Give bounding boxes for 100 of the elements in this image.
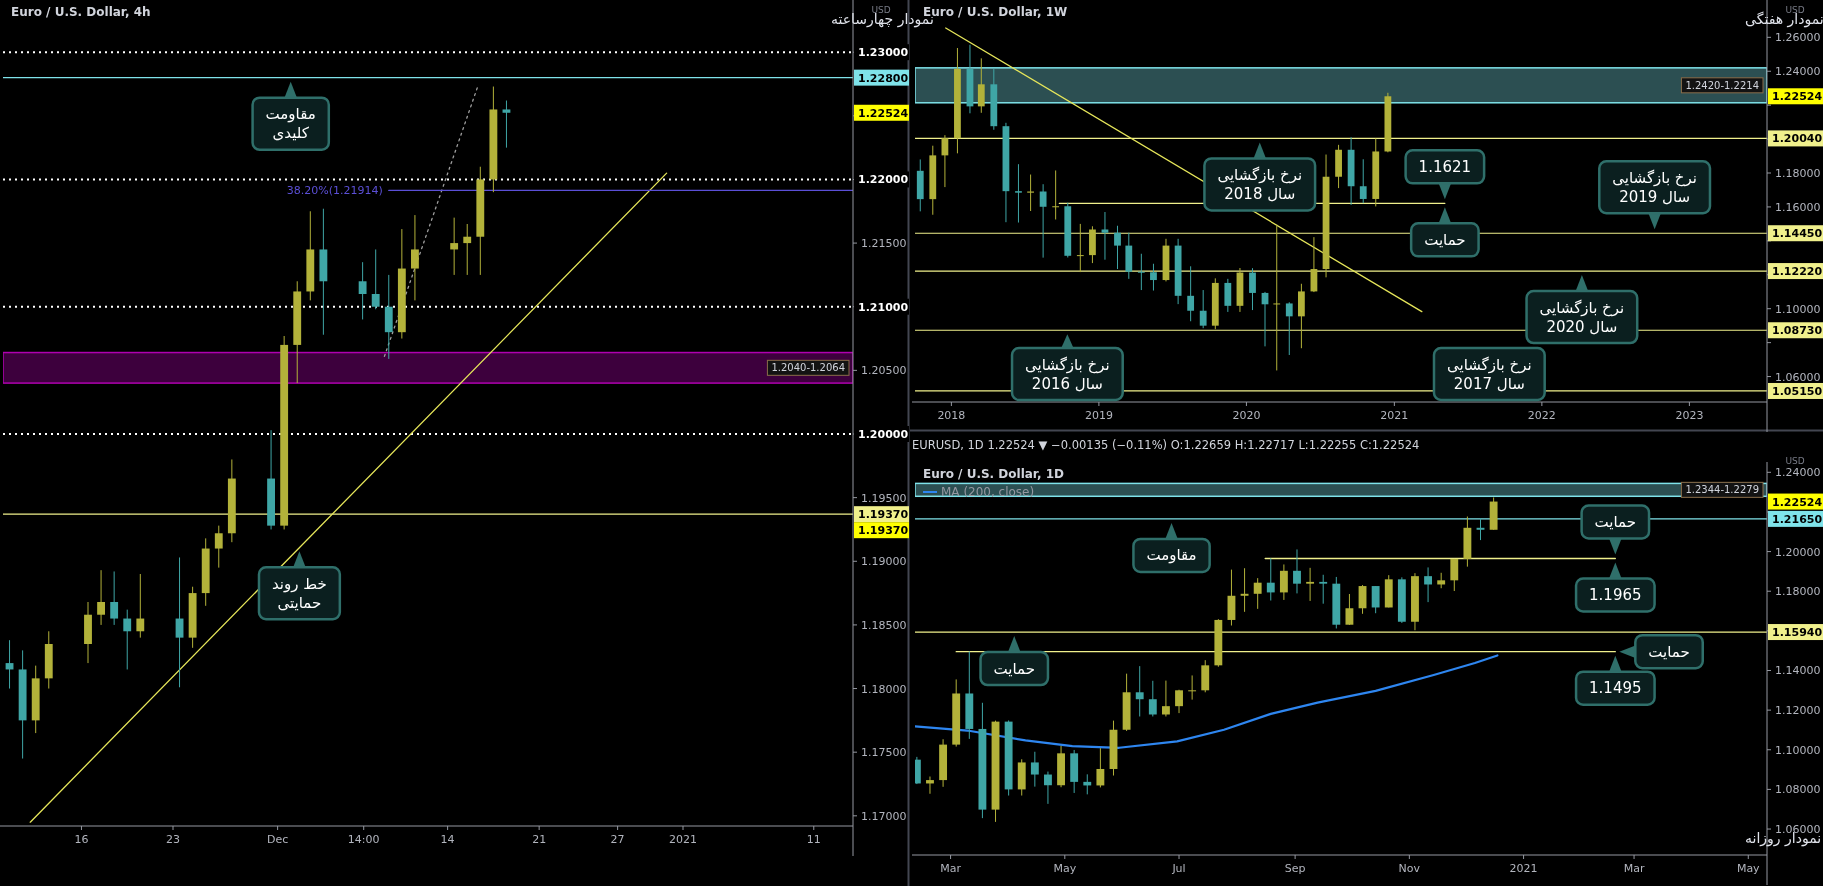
y-tick-label: 1.18000 [861,682,907,696]
x-tick-label: 2022 [1527,409,1556,422]
text: EURUSD, 1D 1.22524 ▼ −0.00135 (−0.11%) O:1.22659 H:1.22717 L:1.22255 C:1.22524 [912,438,1420,452]
annotation: 1.1495 [1589,679,1642,698]
x-tick-label: 2021 [669,833,697,846]
candlestick [502,100,511,149]
candlestick [1150,263,1157,292]
candlestick [463,223,472,276]
x-tick-label: Sep [1284,862,1306,875]
annotation: نرخ بازگشایی سال 2020 [1539,298,1625,336]
candlestick [1253,577,1262,610]
annotation: نرخ بازگشایی سال 2017 [1447,355,1532,393]
callout: حمایت [979,636,1050,687]
y-tick-label: 1.08000 [1775,783,1821,797]
y-tick-label: 1.10000 [1775,743,1821,757]
y-tick-label: 1.06000 [1775,370,1821,384]
y-tick-label: 1.17000 [861,809,907,823]
annotation: خط روند حمایتی [272,574,327,612]
line-series [915,654,1499,749]
x-tick-label: 16 [74,833,89,846]
candlestick [1359,158,1367,204]
candlestick [1293,548,1301,594]
y-tick-label: 1.26000 [1775,31,1821,45]
callout: حمایت [1409,207,1480,258]
annotation: 1.1621 [1418,157,1472,176]
candlestick [1371,585,1380,614]
candlestick [1101,211,1109,261]
y-tick-label: 1.21500 [861,237,907,251]
candlestick [1273,224,1281,371]
price-tag: 1.22524 [1768,88,1823,105]
candlestick [371,248,380,310]
candlestick [1137,253,1145,291]
candlestick [1450,558,1459,592]
y-tick-label: 1.19000 [861,555,907,569]
candlestick [1249,267,1256,311]
price-tag: 1.22000 [854,171,909,188]
candlestick [1096,747,1105,788]
candlestick [1319,574,1328,605]
price-tag: 1.19370 [854,522,909,539]
x-tick-label: Jul [1171,862,1186,875]
price-tag: 1.20000 [854,426,909,442]
candlestick [1279,563,1288,601]
ref-line-label: 1.21000 [858,300,909,314]
price-tag: 1.20040 [1768,130,1823,147]
y-tick-label: 1.20000 [1775,545,1821,559]
callout: نرخ بازگشایی سال 2017 [1432,346,1546,402]
x-tick-label: Mar [1623,862,1645,875]
callout: حمایت [1619,633,1704,670]
candlestick [136,573,145,639]
candlestick [1306,567,1315,602]
x-tick-label: 14 [440,833,455,846]
annotation: نرخ بازگشایی سال 2018 [1217,165,1303,203]
callout: نرخ بازگشایی سال 2018 [1203,142,1317,212]
annotation: مقاومت [1146,546,1197,565]
x-tick-label: 23 [166,833,180,846]
x-tick-label: 14:00 [347,833,380,846]
text: USD [1785,456,1805,467]
callout: 1.1965 [1574,562,1656,613]
ref-line-label: 1.12220 [1772,265,1823,279]
candlestick [97,569,105,626]
price-tag: 1.14450 [1768,225,1823,242]
callout: نرخ بازگشایی سال 2020 [1525,275,1639,345]
x-tick-label: Dec [266,833,289,846]
ref-line-label: 1.14450 [1772,227,1823,241]
price-tag: 1.15940 [1768,624,1823,641]
ref-line-label: 1.20040 [1772,132,1823,146]
callout: مقاومت کلیدی [251,81,331,151]
candlestick [1345,593,1354,626]
x-tick-label: 2019 [1084,409,1113,422]
y-tick-label: 1.18500 [861,618,907,632]
x-tick-label: Nov [1398,862,1421,875]
x-tick-label: 11 [806,833,821,846]
callout: خط روند حمایتی [257,551,342,621]
ref-line-label: 1.22800 [858,71,909,85]
x-tick-label: 2020 [1232,409,1261,422]
candlestick [110,570,119,626]
candlestick [1161,680,1170,717]
x-tick-label: 2018 [937,409,966,422]
candlestick [411,214,419,301]
annotation: مقاومت کلیدی [265,105,316,143]
y-tick-label: 1.18000 [1775,167,1821,181]
band-label: 1.2420-1.2214 [1685,79,1759,91]
candlestick [1135,665,1144,717]
annotation: 1.1965 [1589,586,1642,605]
ref-line-label: 1.15940 [1772,626,1823,640]
price-tag: 1.12220 [1768,263,1823,280]
candlestick [214,525,223,569]
candlestick [1199,289,1207,329]
y-tick-label: 1.18000 [1775,585,1821,599]
ref-line-label: 1.23000 [858,46,909,60]
x-tick-label: 2023 [1675,409,1704,422]
candlestick [1285,301,1293,356]
ref-line-label: 1.22000 [858,173,909,187]
candlestick [1052,169,1060,220]
x-tick-label: 21 [532,833,547,846]
candlestick [1044,771,1052,805]
chart-title: Euro / U.S. Dollar, 1D [923,467,1065,481]
y-tick-label: 1.10000 [1775,302,1821,316]
candlestick [1039,183,1047,259]
y-tick-label: 1.16000 [1775,200,1821,214]
